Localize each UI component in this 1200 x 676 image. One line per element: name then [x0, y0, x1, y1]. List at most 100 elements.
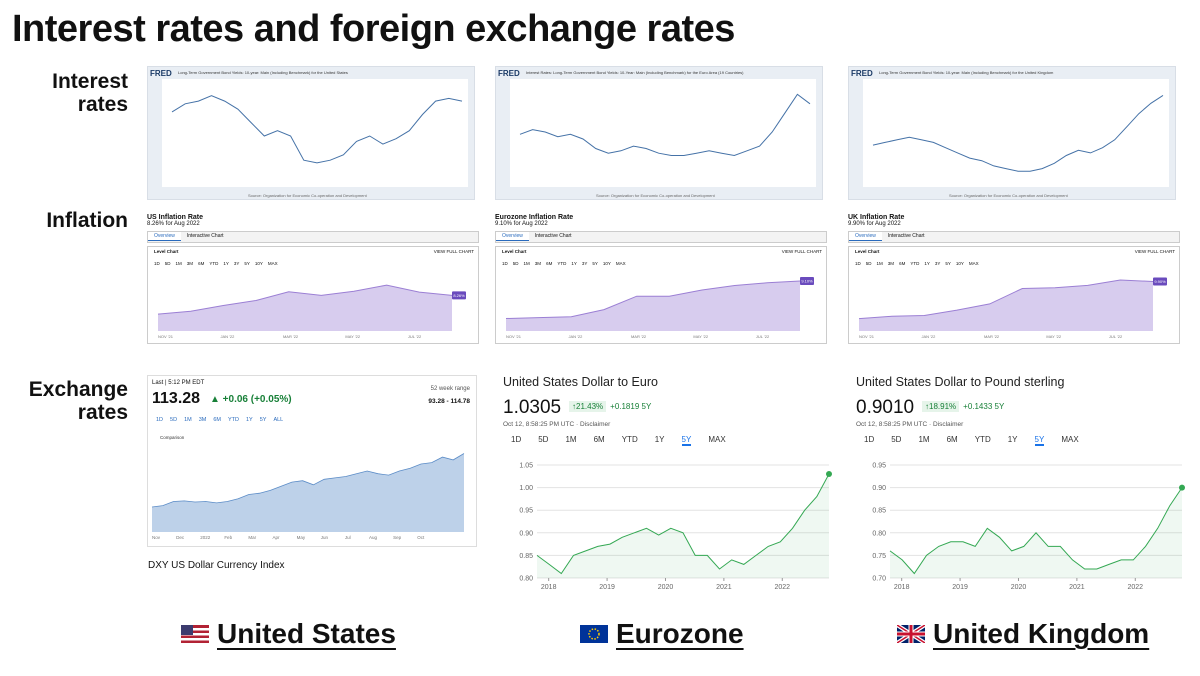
- x-tick-label: 2018: [541, 584, 557, 591]
- range-button[interactable]: 10Y: [955, 261, 964, 266]
- range-button[interactable]: 10Y: [602, 261, 611, 266]
- range-button[interactable]: 1D: [502, 261, 508, 266]
- fx-date: Oct 12, 8:58:25 PM UTC · Disclaimer: [503, 421, 611, 428]
- range-button[interactable]: 6M: [546, 261, 553, 266]
- country-label: United States: [181, 618, 396, 650]
- x-tick-label: 2019: [599, 584, 615, 591]
- range-button[interactable]: MAX: [968, 261, 979, 266]
- range-button[interactable]: Overview: [148, 232, 181, 241]
- range-button[interactable]: 1M: [565, 435, 577, 444]
- value-badge: [452, 291, 466, 300]
- x-tick-label: 2019: [952, 584, 968, 591]
- range-button[interactable]: MAX: [267, 261, 278, 266]
- range-button[interactable]: ALL: [273, 417, 284, 423]
- x-tick-label: MAR '22: [631, 334, 647, 339]
- range-button[interactable]: 6M: [899, 261, 906, 266]
- range-button[interactable]: 1Y: [571, 261, 577, 266]
- range-button[interactable]: 5Y: [244, 261, 250, 266]
- range-button[interactable]: 1M: [523, 261, 530, 266]
- range-button[interactable]: 1D: [511, 435, 522, 444]
- range-button[interactable]: 5Y: [259, 417, 267, 423]
- range-button[interactable]: 1Y: [245, 417, 253, 423]
- range-button[interactable]: 1D: [156, 417, 164, 423]
- range-button[interactable]: 1Y: [654, 435, 665, 444]
- range-button[interactable]: 3Y: [233, 261, 240, 266]
- range-button[interactable]: 5Y: [681, 435, 692, 446]
- range-button[interactable]: 6M: [946, 435, 958, 444]
- range-button[interactable]: 1M: [876, 261, 883, 266]
- ranges: 1D 5D 1M 3M 6M YTD 1Y 3Y 5Y 10Y MAX: [855, 261, 984, 266]
- range-button[interactable]: YTD: [209, 261, 219, 266]
- x-tick-label: Mar: [248, 535, 256, 540]
- range-button[interactable]: 3M: [186, 261, 194, 266]
- range-button[interactable]: 3M: [198, 417, 207, 423]
- range-button[interactable]: 1Y: [924, 261, 930, 266]
- range-button[interactable]: YTD: [974, 435, 991, 444]
- range-button[interactable]: MAX: [708, 435, 726, 444]
- range-button[interactable]: Overview: [849, 232, 882, 241]
- row-label: Exchange rates: [28, 378, 128, 424]
- line: [505, 280, 801, 319]
- range-button[interactable]: MAX: [615, 261, 626, 266]
- range-button[interactable]: 5D: [891, 435, 902, 444]
- ranges: 1D 5D 1M 6M YTD 1Y 5Y MAX: [511, 435, 743, 446]
- link[interactable]: VIEW FULL CHART: [1134, 249, 1175, 254]
- x-tick-label: 2021: [1069, 584, 1085, 591]
- range-button[interactable]: 6M: [593, 435, 605, 444]
- fx-change-abs: +0.1433 5Y: [963, 402, 1005, 411]
- range-button[interactable]: 1D: [154, 261, 160, 266]
- range-button[interactable]: 1Y: [223, 261, 229, 266]
- fred-panel: FRED Long-Term Government Bond Yields: 10…: [147, 66, 475, 200]
- range-button[interactable]: Interactive Chart: [186, 233, 224, 239]
- y-tick-label: 1.00: [519, 485, 533, 492]
- range-button[interactable]: 3M: [887, 261, 895, 266]
- y-tick-label: 0.85: [872, 508, 886, 515]
- range-button[interactable]: 1M: [918, 435, 930, 444]
- dxy-range-label: 52 week range: [430, 386, 470, 392]
- range-button[interactable]: YTD: [227, 417, 239, 423]
- range-button[interactable]: YTD: [557, 261, 567, 266]
- range-button[interactable]: 1D: [864, 435, 875, 444]
- range-button[interactable]: Overview: [496, 232, 529, 241]
- line: [872, 94, 1164, 172]
- link[interactable]: VIEW FULL CHART: [433, 249, 474, 254]
- range-button[interactable]: 6M: [213, 417, 221, 423]
- inflation-panel: US Inflation Rate 8.26% for Aug 2022 Overv…: [147, 214, 479, 354]
- range-button[interactable]: 1D: [855, 261, 861, 266]
- range-button[interactable]: 3Y: [934, 261, 941, 266]
- fx-panel: United States Dollar to Pound sterling 0.…: [856, 375, 1186, 600]
- range-button[interactable]: 5D: [865, 261, 872, 266]
- x-tick-label: Sep: [393, 535, 402, 540]
- range-button[interactable]: 3M: [534, 261, 542, 266]
- range-button[interactable]: 5Y: [1034, 435, 1045, 446]
- range-button[interactable]: 10Y: [254, 261, 263, 266]
- x-tick-label: MAY '22: [1046, 334, 1061, 339]
- range-button[interactable]: 6M: [198, 261, 205, 266]
- range-button[interactable]: 5D: [538, 435, 549, 444]
- range-button[interactable]: YTD: [910, 261, 920, 266]
- link[interactable]: VIEW FULL CHART: [781, 249, 822, 254]
- ranges: 1D 5D 1M 6M YTD 1Y 5Y MAX: [864, 435, 1096, 446]
- range-button[interactable]: 3Y: [581, 261, 588, 266]
- range-button[interactable]: 5D: [164, 261, 171, 266]
- row-label: Interest rates: [52, 70, 128, 116]
- range-button[interactable]: 5Y: [592, 261, 598, 266]
- range-button[interactable]: 5D: [170, 417, 178, 423]
- area: [506, 281, 800, 331]
- value-badge: [800, 277, 814, 286]
- range-button[interactable]: 5Y: [945, 261, 951, 266]
- range-button[interactable]: Interactive Chart: [534, 233, 572, 239]
- range-button[interactable]: 1Y: [1007, 435, 1018, 444]
- line: [157, 284, 453, 315]
- range-button[interactable]: 1M: [175, 261, 182, 266]
- range-button[interactable]: 1M: [184, 417, 192, 423]
- range-button[interactable]: Interactive Chart: [887, 233, 925, 239]
- fred-logo: FRED: [851, 69, 873, 78]
- range-button[interactable]: 5D: [512, 261, 519, 266]
- range-button[interactable]: YTD: [621, 435, 638, 444]
- fx-change-pct: ↑18.91%: [922, 401, 960, 412]
- fx-price: 0.9010: [856, 397, 915, 418]
- fred-title: Interest Rates: Long-Term Government Bon…: [526, 70, 744, 75]
- range-button[interactable]: MAX: [1061, 435, 1079, 444]
